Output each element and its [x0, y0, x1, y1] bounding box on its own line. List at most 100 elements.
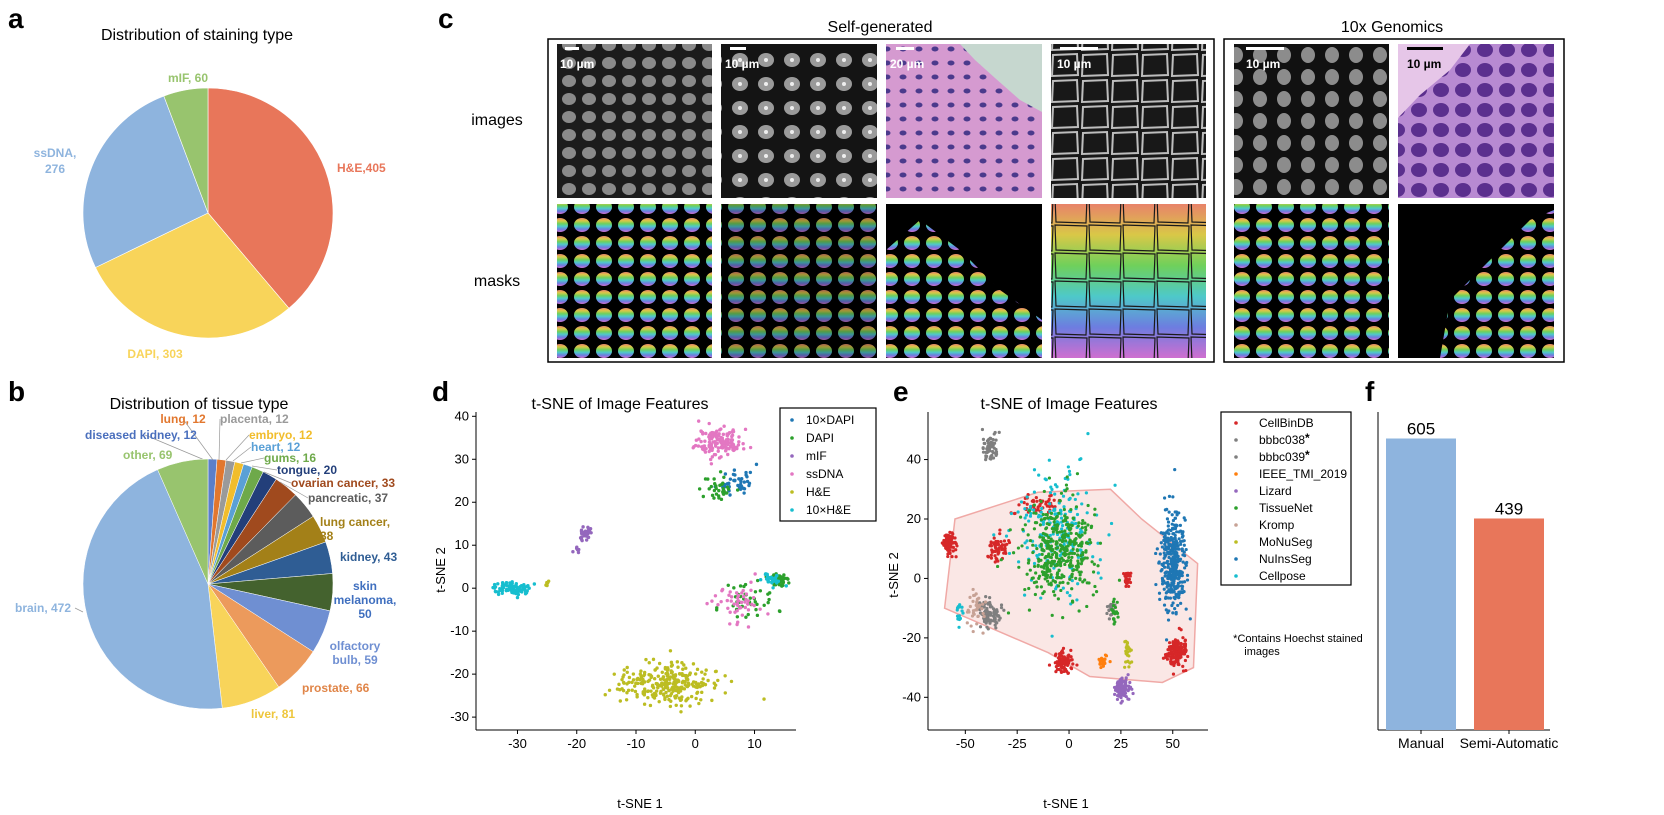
- point: [650, 684, 655, 689]
- point: [971, 609, 976, 613]
- point: [1052, 566, 1056, 570]
- point: [710, 493, 715, 498]
- point: [1069, 526, 1073, 531]
- point: [525, 584, 529, 589]
- point: [612, 672, 616, 676]
- point: [621, 675, 625, 679]
- x-tick-label: 0: [692, 736, 699, 751]
- point: [758, 607, 762, 611]
- point: [754, 607, 758, 612]
- point: [997, 430, 1001, 434]
- point: [1178, 558, 1182, 563]
- point: [729, 679, 734, 684]
- tsne-d-xlabel: t-SNE 1: [617, 796, 663, 811]
- point: [1036, 515, 1041, 519]
- point: [1172, 572, 1176, 577]
- mask-tile-5: [1234, 204, 1389, 358]
- point: [714, 608, 719, 612]
- point: [684, 699, 688, 703]
- pie-b-label: ovarian cancer, 33: [291, 476, 395, 490]
- point: [737, 435, 741, 439]
- point: [1124, 678, 1128, 682]
- point: [975, 599, 979, 604]
- point: [1047, 476, 1052, 480]
- x-tick-label: 0: [1065, 736, 1072, 751]
- point: [713, 683, 718, 687]
- point: [1163, 571, 1168, 575]
- point: [722, 475, 726, 479]
- point: [1044, 554, 1048, 559]
- point: [733, 479, 737, 483]
- point: [1050, 516, 1054, 520]
- point: [1177, 537, 1181, 541]
- point: [693, 680, 698, 685]
- point: [735, 622, 739, 627]
- mask-tile-1: [557, 204, 712, 358]
- point: [661, 692, 666, 696]
- point: [1066, 525, 1071, 529]
- point: [1071, 516, 1075, 520]
- point: [1062, 665, 1066, 669]
- point: [1058, 508, 1063, 512]
- point: [1115, 697, 1120, 702]
- point: [718, 483, 722, 488]
- scalebar-2: 10 µm: [725, 47, 759, 71]
- point: [1170, 603, 1174, 608]
- pie-b-label: liver, 81: [251, 707, 295, 721]
- point: [707, 449, 711, 454]
- point: [1128, 580, 1133, 585]
- point: [1115, 600, 1119, 604]
- point: [710, 599, 714, 603]
- point: [1076, 553, 1080, 557]
- point: [1170, 522, 1174, 526]
- point: [703, 477, 708, 481]
- point: [1178, 573, 1182, 577]
- point: [1179, 570, 1183, 574]
- point: [1185, 578, 1190, 582]
- point: [1166, 528, 1170, 532]
- point: [670, 663, 674, 667]
- point: [980, 427, 985, 432]
- point: [731, 428, 735, 432]
- point: [1157, 591, 1162, 595]
- point: [1159, 541, 1163, 545]
- point: [644, 657, 648, 662]
- point: [982, 605, 986, 609]
- point: [1060, 573, 1064, 577]
- point: [957, 617, 962, 622]
- pie-b-title: Distribution of tissue type: [110, 396, 289, 413]
- point: [993, 554, 997, 558]
- point: [719, 599, 723, 604]
- point: [961, 611, 965, 615]
- point: [735, 603, 740, 608]
- point: [1084, 525, 1088, 529]
- point: [1070, 551, 1074, 555]
- pie-b-leader: [263, 471, 292, 484]
- panel-letter-a: a: [8, 3, 24, 34]
- point: [1173, 516, 1177, 520]
- point: [991, 456, 996, 460]
- point: [707, 443, 711, 448]
- point: [1089, 525, 1093, 530]
- point: [1175, 530, 1179, 534]
- point: [732, 602, 736, 606]
- point: [1093, 507, 1097, 511]
- point: [708, 437, 712, 441]
- point: [1081, 518, 1085, 523]
- point: [520, 590, 524, 594]
- x-tick-label: 25: [1114, 736, 1128, 751]
- point: [1039, 544, 1043, 548]
- point: [1171, 518, 1176, 523]
- point: [1017, 565, 1021, 569]
- point: [969, 624, 973, 628]
- point: [1124, 681, 1128, 685]
- point: [1036, 506, 1040, 510]
- point: [1070, 587, 1074, 591]
- point: [1059, 560, 1063, 564]
- point: [1041, 512, 1045, 517]
- point: [648, 673, 653, 677]
- point: [1069, 531, 1073, 535]
- point: [1173, 550, 1178, 554]
- legend-label: MoNuSeg: [1259, 535, 1312, 549]
- point: [1160, 576, 1164, 581]
